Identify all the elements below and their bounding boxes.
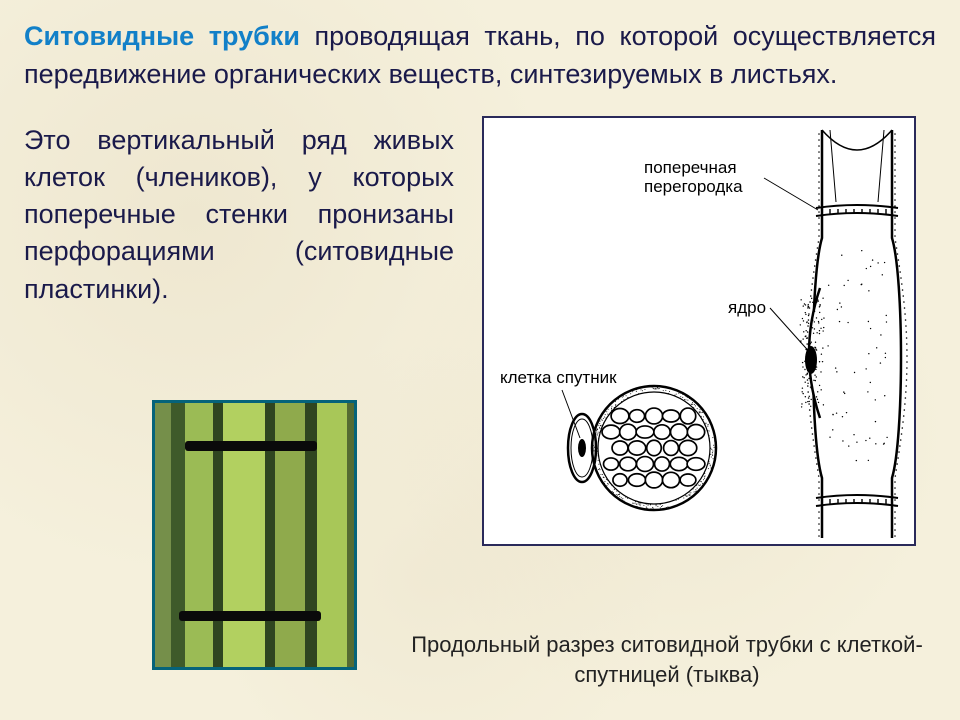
diagram-caption: Продольный разрез ситовидной трубки с кл…: [392, 630, 942, 689]
micrograph-frame: [152, 400, 357, 670]
paragraph-definition: Ситовидные трубки проводящая ткань, по к…: [24, 18, 936, 94]
micrograph-image: [155, 403, 354, 667]
diagram-box: поперечная перегородка ядро клетка спутн…: [482, 116, 916, 546]
label-nucleus: ядро: [728, 298, 766, 318]
label-transverse-septum: поперечная перегородка: [644, 158, 743, 197]
term-sieve-tubes: Ситовидные трубки: [24, 21, 300, 51]
paragraph-description: Это вертикальный ряд живых клеток (члени…: [24, 116, 454, 308]
slide-content: Ситовидные трубки проводящая ткань, по к…: [0, 0, 960, 546]
label-companion-cell: клетка спутник: [500, 368, 617, 388]
